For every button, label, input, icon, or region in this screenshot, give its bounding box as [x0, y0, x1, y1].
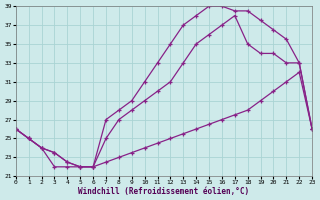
X-axis label: Windchill (Refroidissement éolien,°C): Windchill (Refroidissement éolien,°C) — [78, 187, 250, 196]
